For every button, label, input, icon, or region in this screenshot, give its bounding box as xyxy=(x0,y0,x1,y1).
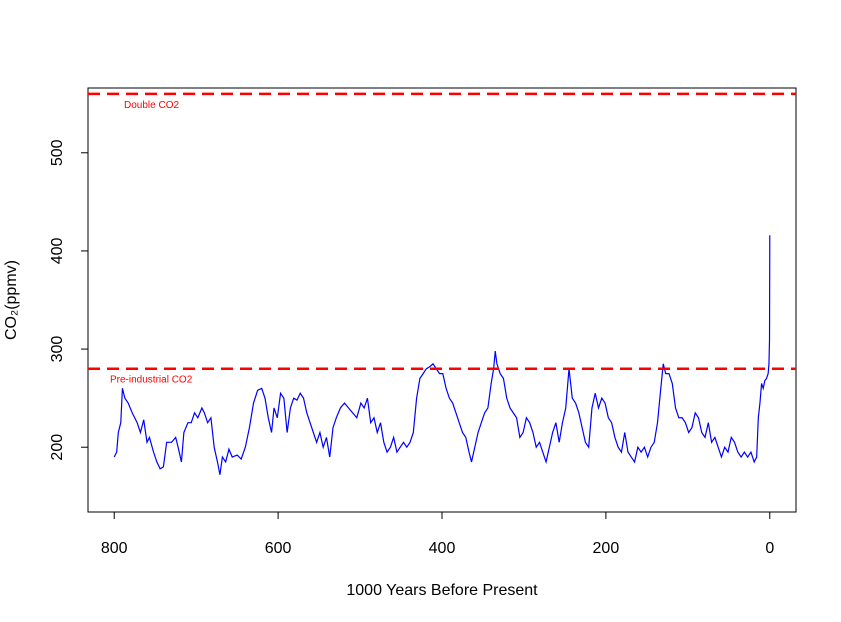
x-tick-label: 0 xyxy=(765,540,774,557)
data-line xyxy=(113,235,771,475)
plot-frame xyxy=(87,87,797,513)
y-tick-label: 500 xyxy=(49,139,66,166)
reference-label: Double CO2 xyxy=(124,100,179,111)
y-tick-label: 400 xyxy=(49,237,66,264)
reference-label: Pre-industrial CO2 xyxy=(110,375,193,386)
x-tick-label: 800 xyxy=(101,540,128,557)
x-tick-label: 200 xyxy=(593,540,620,557)
x-tick-label: 600 xyxy=(265,540,292,557)
y-tick-label: 200 xyxy=(49,434,66,461)
y-axis-label: CO₂(ppmv) xyxy=(3,260,20,340)
x-tick-label: 400 xyxy=(429,540,456,557)
y-tick-label: 300 xyxy=(49,336,66,363)
x-axis-label: 1000 Years Before Present xyxy=(346,582,538,599)
